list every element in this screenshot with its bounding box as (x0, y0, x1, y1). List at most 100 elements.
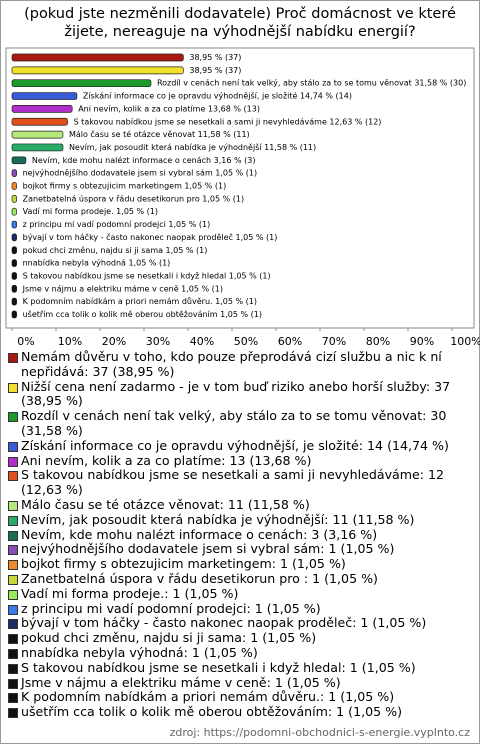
x-tick-label: 50% (234, 335, 258, 348)
legend-label: Zanetbatelná úspora v řádu desetikorun p… (21, 570, 378, 586)
legend-item: K podomním nabídkám a priori nemám důvěr… (8, 689, 474, 705)
bar (11, 233, 17, 242)
bar (11, 284, 17, 293)
legend-swatch (8, 663, 18, 674)
legend-swatch (8, 441, 18, 452)
bar (11, 105, 73, 113)
value-label: 38,95 % (37) (189, 66, 241, 75)
legend-swatch (8, 382, 18, 393)
x-tick-label: 60% (278, 335, 302, 348)
value-label: nnabídka nebyla výhodná 1,05 % (1) (23, 259, 171, 268)
bar (11, 207, 17, 216)
value-label: S takovou nabídkou jsme se nesetkali i k… (23, 271, 271, 280)
value-label: Nevím, kde mohu nalézt informace o cenác… (32, 155, 256, 165)
legend-swatch (8, 678, 18, 689)
legend-swatch (8, 634, 18, 645)
legend-swatch (8, 560, 18, 571)
legend-swatch (8, 530, 18, 541)
legend-item: Vadí mi forma prodeje.: 1 (1,05 %) (8, 585, 474, 602)
legend-label: Vadí mi forma prodeje.: 1 (1,05 %) (21, 585, 239, 601)
bar (11, 272, 17, 280)
bar (11, 297, 17, 306)
legend-item: Nevím, kde mohu nalézt informace o cenác… (8, 526, 474, 543)
value-label: S takovou nabídkou jsme se nesetkali a s… (74, 117, 382, 126)
source: zdroj: https://podomni-obchodnici-s-ener… (169, 726, 470, 739)
legend-label: Nemám důvěru v toho, kdo pouze přeprodáv… (21, 349, 442, 379)
value-label: Zanetbatelná úspora v řádu desetikorun p… (23, 194, 245, 203)
bar (11, 169, 17, 178)
value-label: 38,95 % (37) (189, 53, 241, 62)
x-tick-label: 30% (146, 335, 170, 348)
legend-item: Zanetbatelná úspora v řádu desetikorun p… (8, 570, 474, 587)
legend-swatch (8, 545, 18, 556)
bar (11, 310, 17, 319)
legend-label: Jsme v nájmu a elektriku máme v ceně: 1 … (21, 674, 341, 690)
x-tick-label: 0% (17, 335, 34, 348)
value-label: K podomním nabídkám a priori nemám důvěr… (23, 296, 257, 306)
legend-swatch (8, 574, 18, 585)
bar (11, 220, 17, 229)
value-label: Rozdíl v cenách není tak velký, aby stál… (157, 79, 466, 88)
value-label: pokud chci změnu, najdu si ji sama 1,05 … (23, 246, 208, 255)
legend-swatch (8, 693, 18, 704)
legend-swatch (8, 471, 18, 482)
legend-swatch (8, 456, 18, 467)
legend-label: K podomním nabídkám a priori nemám důvěr… (21, 689, 395, 705)
value-label: bývají v tom háčky - často nakonec naopa… (23, 232, 278, 242)
x-tick-label: 20% (102, 335, 126, 348)
bar (11, 130, 64, 139)
legend-label: Získání informace co je opravdu výhodněj… (21, 437, 449, 453)
legend-label: Nevím, kde mohu nalézt informace o cenác… (21, 526, 378, 542)
legend-label: nejvýhodnějšího dodavatele jsem si vybra… (21, 541, 395, 557)
x-tick-label: 40% (190, 335, 214, 348)
legend-label: bývají v tom háčky - často nakonec naopa… (21, 615, 427, 631)
legend-label: z principu mi vadí podomní prodejci: 1 (… (21, 600, 321, 616)
legend-label: Nevím, jak posoudit která nabídka je výh… (21, 511, 415, 527)
chart-title: (pokud jste nezměnili dodavatele) Proč d… (24, 6, 456, 40)
legend-swatch (8, 708, 18, 719)
legend-label: Málo času se té otázce věnovat: 11 (11,5… (21, 496, 310, 512)
legend-item: nejvýhodnějšího dodavatele jsem si vybra… (8, 541, 474, 557)
value-label: ušetřím cca tolik o kolik mě oberou obtě… (23, 309, 262, 319)
legend-item: Získání informace co je opravdu výhodněj… (8, 437, 474, 454)
plot-frame (5, 47, 475, 329)
legend-label: bojkot firmy s obtezujicim marketingem: … (21, 556, 346, 572)
legend-label: S takovou nabídkou jsme se nesetkali a s… (21, 467, 445, 498)
legend-item: Nevím, jak posoudit která nabídka je výh… (8, 511, 474, 528)
legend-item: bojkot firmy s obtezujicim marketingem: … (8, 556, 474, 572)
value-label: Získání informace co je opravdu výhodněj… (83, 91, 352, 101)
x-tick-label: 90% (410, 335, 434, 348)
legend-item: Ani nevím, kolik a za co platíme: 13 (13… (8, 452, 474, 469)
value-label: Vadí mi forma prodeje. 1,05 % (1) (23, 207, 158, 216)
legend-item: Nižší cena není zadarmo - je v tom buď r… (8, 378, 474, 410)
bar (11, 66, 184, 75)
legend-label: Ani nevím, kolik a za co platíme: 13 (13… (21, 452, 312, 468)
value-label: z principu mi vadí podomní prodejci 1,05… (23, 220, 211, 229)
legend-label: pokud chci změnu, najdu si ji sama: 1 (1… (21, 630, 317, 646)
legend-swatch (8, 589, 18, 600)
bar (11, 143, 64, 152)
legend-label: Nižší cena není zadarmo - je v tom buď r… (21, 378, 451, 409)
legend-item: z principu mi vadí podomní prodejci: 1 (… (8, 600, 474, 617)
legend-item: pokud chci změnu, najdu si ji sama: 1 (1… (8, 630, 474, 646)
x-tick-label: 80% (366, 335, 390, 348)
legend-swatch (8, 648, 18, 659)
value-label: nejvýhodnějšího dodavatele jsem si vybra… (23, 168, 258, 178)
bar (11, 53, 184, 62)
legend-swatch (8, 619, 18, 630)
legend-swatch (8, 353, 18, 363)
legend-label: S takovou nabídkou jsme se nesetkali i k… (21, 659, 416, 675)
legend-item: Jsme v nájmu a elektriku máme v ceně: 1 … (8, 674, 474, 691)
bar (11, 246, 17, 255)
legend-item: Rozdíl v cenách není tak velký, aby stál… (8, 408, 474, 439)
bar (11, 79, 152, 88)
value-label: bojkot firmy s obtezujicim marketingem 1… (23, 182, 227, 191)
value-label: Jsme v nájmu a elektriku máme v ceně 1,0… (22, 284, 223, 293)
value-label: Ani nevím, kolik a za co platíme 13,68 %… (78, 104, 260, 113)
x-tick-label: 70% (322, 335, 346, 348)
legend-label: nnabídka nebyla výhodná: 1 (1,05 %) (21, 644, 258, 660)
bar (11, 92, 78, 100)
legend-item: ušetřím cca tolik o kolik mě oberou obtě… (8, 704, 474, 720)
value-label: Nevím, jak posoudit která nabídka je výh… (69, 142, 316, 152)
legend-swatch (8, 500, 18, 511)
